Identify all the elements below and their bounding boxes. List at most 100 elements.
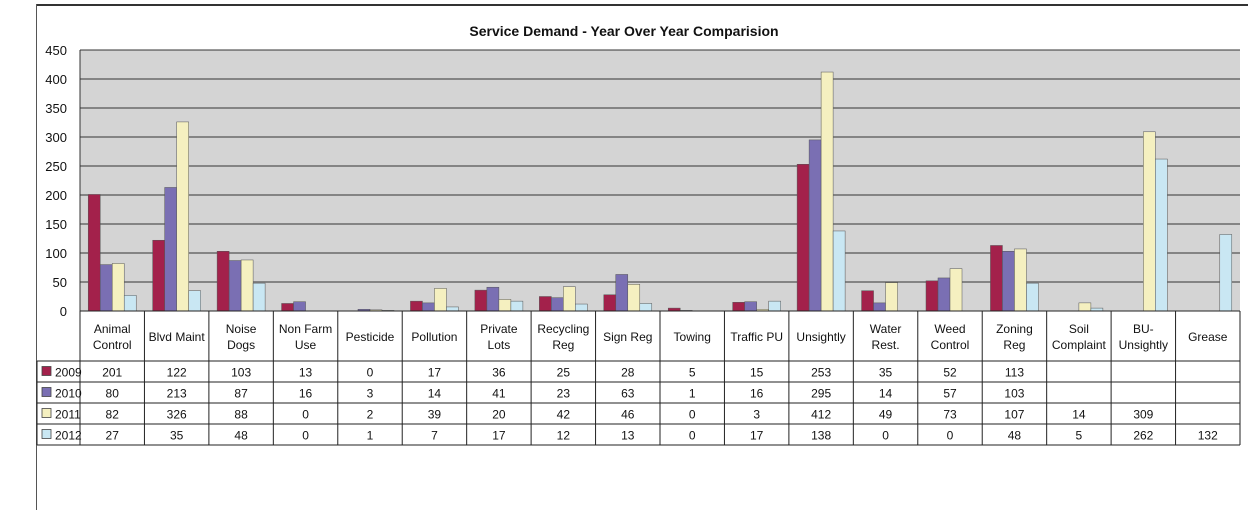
bar-2012	[768, 300, 781, 312]
legend-key-2011	[41, 408, 52, 418]
x-tick-label: Lots	[488, 338, 511, 352]
bar-2011	[1014, 248, 1027, 312]
bar-2011	[498, 299, 512, 312]
y-tick-label: 400	[45, 72, 67, 87]
data-label: 0	[882, 429, 889, 443]
bar-2009	[281, 303, 294, 312]
bar-2011	[885, 282, 898, 312]
data-label: 3	[753, 408, 760, 422]
data-label: 36	[492, 366, 506, 380]
data-label: 213	[167, 387, 187, 401]
data-label: 295	[811, 387, 831, 401]
data-label: 5	[689, 366, 696, 380]
data-label: 0	[302, 429, 309, 443]
bar-2012	[123, 295, 137, 312]
data-label: 5	[1076, 429, 1083, 443]
data-label: 57	[943, 387, 957, 401]
data-label: 28	[621, 366, 635, 380]
x-tick-label: Control	[931, 338, 970, 352]
data-label: 262	[1133, 429, 1153, 443]
bar-2009	[861, 290, 874, 312]
x-tick-label: Animal	[94, 322, 131, 336]
bar-2010	[551, 297, 564, 312]
data-label: 107	[1004, 408, 1024, 422]
data-label: 63	[621, 387, 635, 401]
x-tick-label: Pesticide	[346, 330, 395, 344]
bar-2012	[639, 303, 653, 312]
y-tick-label: 50	[53, 275, 67, 290]
data-label: 17	[492, 429, 506, 443]
bar-2011	[111, 263, 125, 312]
bar-2011	[1143, 131, 1156, 312]
data-label: 41	[492, 387, 506, 401]
data-label: 103	[1004, 387, 1024, 401]
data-label: 17	[750, 429, 764, 443]
legend-label: 2010	[55, 387, 82, 401]
bar-2010	[99, 264, 113, 312]
bar-2012	[446, 306, 459, 312]
x-tick-label: Pollution	[411, 330, 457, 344]
data-label: 0	[367, 366, 374, 380]
data-label: 3	[367, 387, 374, 401]
frame-border-top	[36, 4, 1248, 6]
data-label: 1	[689, 387, 696, 401]
bar-2010	[937, 277, 951, 312]
bar-2010	[293, 301, 306, 312]
bar-2011	[434, 288, 447, 312]
x-tick-label: BU-	[1133, 322, 1154, 336]
data-label: 49	[879, 408, 893, 422]
x-tick-label: Unsightly	[796, 330, 845, 344]
data-label: 0	[689, 429, 696, 443]
y-tick-label: 450	[45, 43, 67, 58]
data-label: 39	[428, 408, 442, 422]
bar-2010	[228, 260, 242, 312]
bar-2009	[410, 300, 423, 312]
data-label: 103	[231, 366, 251, 380]
data-label: 82	[106, 408, 120, 422]
bar-2012	[1219, 234, 1233, 312]
data-label: 326	[167, 408, 187, 422]
y-tick-label: 100	[45, 246, 67, 261]
data-label: 132	[1198, 429, 1218, 443]
bar-2009	[732, 302, 745, 312]
frame-border-left	[36, 4, 37, 510]
data-label: 14	[1072, 408, 1086, 422]
bar-2012	[188, 290, 201, 312]
x-tick-label: Grease	[1188, 330, 1228, 344]
data-label: 46	[621, 408, 635, 422]
data-label: 23	[557, 387, 571, 401]
data-label: 80	[106, 387, 120, 401]
data-label: 2	[367, 408, 374, 422]
x-tick-label: Noise	[226, 322, 257, 336]
data-label: 0	[689, 408, 696, 422]
data-label: 138	[811, 429, 831, 443]
legend-label: 2009	[55, 366, 82, 380]
x-tick-label: Blvd Maint	[149, 330, 206, 344]
x-tick-label: Reg	[1003, 338, 1025, 352]
x-tick-label: Control	[93, 338, 132, 352]
bar-2009	[216, 251, 230, 312]
bar-2011	[563, 286, 576, 312]
bar-2012	[510, 300, 524, 312]
x-tick-label: Weed	[934, 322, 965, 336]
bar-2010	[808, 139, 822, 312]
data-label: 35	[170, 429, 184, 443]
bar-2009	[474, 289, 488, 312]
bar-2012	[1026, 282, 1039, 312]
data-label: 35	[879, 366, 893, 380]
legend-key-2010	[41, 387, 52, 397]
data-label: 52	[943, 366, 957, 380]
x-tick-label: Water	[870, 322, 902, 336]
x-tick-label: Non Farm	[279, 322, 332, 336]
y-tick-label: 350	[45, 101, 67, 116]
bar-2010	[744, 301, 757, 312]
x-tick-label: Reg	[552, 338, 574, 352]
data-label: 201	[102, 366, 122, 380]
x-tick-label: Towing	[674, 330, 711, 344]
x-tick-label: Complaint	[1052, 338, 1107, 352]
legend-key-2009	[41, 366, 52, 376]
bar-2009	[87, 194, 101, 312]
bar-2012	[252, 282, 266, 312]
x-tick-label: Recycling	[537, 322, 589, 336]
data-label: 73	[943, 408, 957, 422]
